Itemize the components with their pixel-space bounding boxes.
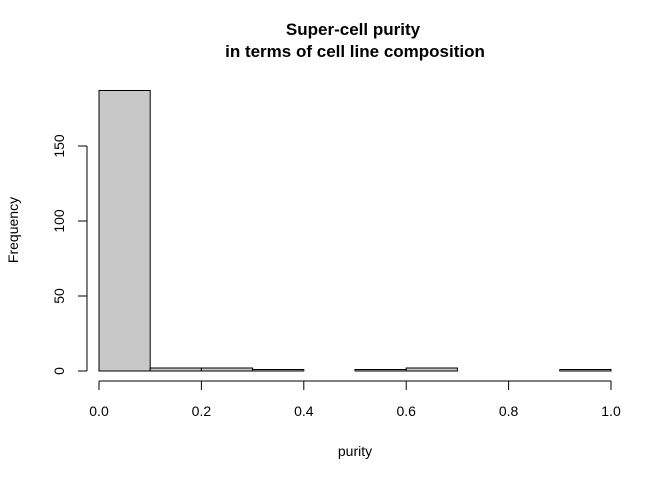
histogram-bar-6 bbox=[405, 367, 458, 372]
y-axis: 0 50 100 150 bbox=[51, 134, 88, 375]
x-tick-label-0: 0.0 bbox=[89, 403, 109, 419]
histogram-bar-3 bbox=[252, 369, 305, 372]
histogram-bar-0 bbox=[98, 90, 151, 372]
y-tick-label-3: 150 bbox=[51, 134, 67, 158]
x-axis-label: purity bbox=[338, 443, 372, 459]
x-tick-label-2: 0.4 bbox=[294, 403, 314, 419]
y-tick-label-1: 50 bbox=[51, 288, 67, 304]
histogram-bar-9 bbox=[559, 369, 612, 372]
x-tick-label-3: 0.6 bbox=[396, 403, 416, 419]
histogram-bar-5 bbox=[354, 369, 407, 372]
x-axis: 0.0 0.2 0.4 0.6 0.8 1.0 bbox=[89, 380, 621, 419]
chart-title-line-1: Super-cell purity bbox=[286, 20, 421, 39]
y-axis-label: Frequency bbox=[5, 197, 21, 263]
x-tick-label-4: 0.8 bbox=[499, 403, 519, 419]
bars-group bbox=[98, 90, 612, 372]
histogram-bar-2 bbox=[200, 367, 254, 372]
chart-title-line-2: in terms of cell line composition bbox=[225, 42, 485, 61]
y-tick-label-0: 0 bbox=[51, 367, 67, 375]
y-tick-label-2: 100 bbox=[51, 209, 67, 233]
x-tick-label-1: 0.2 bbox=[192, 403, 212, 419]
histogram-bar-1 bbox=[149, 367, 202, 372]
x-tick-label-5: 1.0 bbox=[601, 403, 621, 419]
